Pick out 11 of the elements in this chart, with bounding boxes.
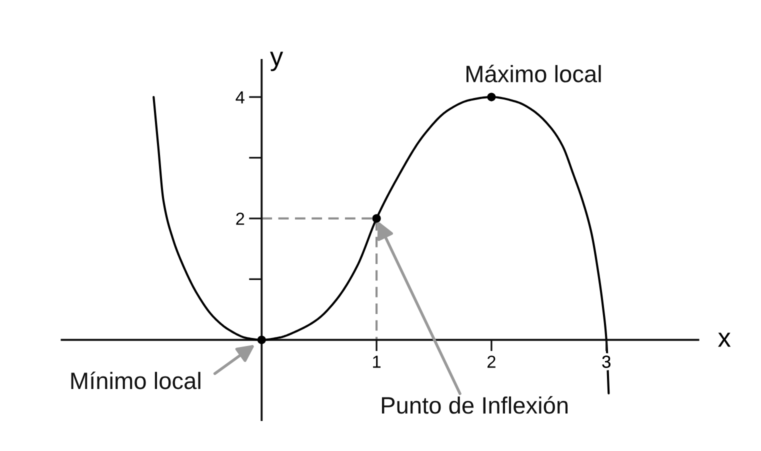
point <box>487 92 496 102</box>
x-tick-label: 1 <box>373 356 381 368</box>
y-tick-label: 4 <box>236 91 244 104</box>
point <box>257 336 266 344</box>
annotation: Mínimo local <box>71 372 200 390</box>
annotation: Máximo local <box>466 64 601 82</box>
annotation: Punto de Inflexión <box>382 396 568 414</box>
x-axis-title: x <box>718 332 731 347</box>
point <box>372 214 381 223</box>
x-tick-label: 2 <box>488 356 496 368</box>
y-axis-title: y <box>270 52 284 72</box>
